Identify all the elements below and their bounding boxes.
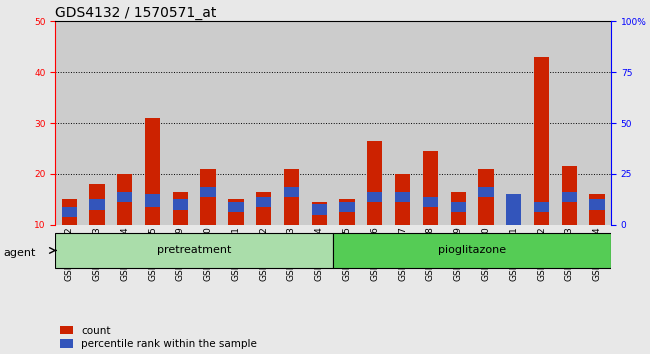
- Bar: [256, 197, 271, 207]
- Bar: [256, 192, 271, 225]
- Bar: [472, 21, 500, 225]
- Bar: [395, 174, 410, 225]
- Bar: [117, 192, 133, 202]
- Text: pretreatment: pretreatment: [157, 245, 231, 256]
- Bar: [138, 21, 166, 225]
- Bar: [311, 202, 327, 225]
- Bar: [250, 21, 278, 225]
- Bar: [534, 202, 549, 212]
- Bar: [367, 141, 382, 225]
- Bar: [450, 202, 466, 212]
- FancyBboxPatch shape: [55, 233, 333, 268]
- Bar: [583, 21, 611, 225]
- Bar: [367, 192, 382, 202]
- Bar: [590, 194, 605, 225]
- Bar: [506, 194, 521, 225]
- Bar: [111, 21, 138, 225]
- Bar: [478, 187, 493, 197]
- Bar: [534, 57, 549, 225]
- Bar: [278, 21, 306, 225]
- Bar: [417, 21, 445, 225]
- Bar: [55, 21, 83, 225]
- Bar: [478, 169, 493, 225]
- Bar: [555, 21, 583, 225]
- Bar: [361, 21, 389, 225]
- Bar: [200, 169, 216, 225]
- Bar: [194, 21, 222, 225]
- Text: agent: agent: [3, 248, 36, 258]
- Bar: [83, 21, 111, 225]
- Bar: [395, 192, 410, 202]
- Bar: [89, 199, 105, 210]
- Bar: [306, 21, 333, 225]
- Text: GDS4132 / 1570571_at: GDS4132 / 1570571_at: [55, 6, 216, 20]
- Bar: [422, 197, 438, 207]
- Bar: [145, 118, 160, 225]
- Bar: [228, 199, 244, 225]
- Bar: [590, 199, 605, 210]
- Bar: [450, 192, 466, 225]
- Bar: [117, 174, 133, 225]
- Bar: [562, 166, 577, 225]
- Bar: [62, 207, 77, 217]
- Bar: [173, 199, 188, 210]
- Bar: [506, 217, 521, 225]
- Bar: [339, 199, 355, 225]
- Bar: [333, 21, 361, 225]
- Bar: [228, 202, 244, 212]
- Bar: [284, 187, 299, 197]
- Bar: [145, 194, 160, 207]
- Bar: [422, 151, 438, 225]
- Bar: [173, 192, 188, 225]
- FancyBboxPatch shape: [333, 233, 611, 268]
- Bar: [166, 21, 194, 225]
- Bar: [89, 184, 105, 225]
- Legend: count, percentile rank within the sample: count, percentile rank within the sample: [60, 326, 257, 349]
- Bar: [222, 21, 250, 225]
- Bar: [311, 204, 327, 215]
- Bar: [389, 21, 417, 225]
- Bar: [500, 21, 528, 225]
- Bar: [445, 21, 472, 225]
- Bar: [284, 169, 299, 225]
- Bar: [200, 187, 216, 197]
- Bar: [339, 202, 355, 212]
- Text: pioglitazone: pioglitazone: [438, 245, 506, 256]
- Bar: [528, 21, 556, 225]
- Bar: [62, 199, 77, 225]
- Bar: [562, 192, 577, 202]
